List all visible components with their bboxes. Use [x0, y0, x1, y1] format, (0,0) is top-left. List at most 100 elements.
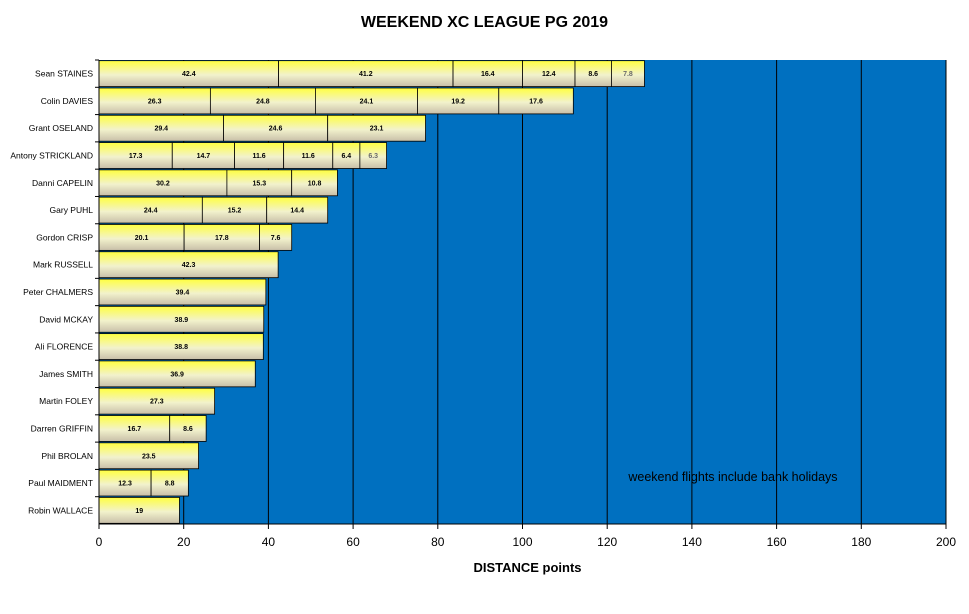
bar-segment	[98, 415, 171, 442]
bar-segment	[259, 224, 293, 251]
bar-segment	[291, 169, 338, 197]
segment-value-label: 41.2	[359, 71, 373, 78]
segment-value-label: 26.3	[148, 98, 162, 105]
pilot-name-label: Mark RUSSELL	[33, 260, 93, 270]
segment-value-label: 14.7	[197, 153, 211, 160]
segment-value-label: 19.2	[451, 98, 465, 105]
segment-value-label: 12.3	[118, 481, 132, 488]
annotation-note: weekend flights include bank holidays	[627, 470, 837, 484]
pilot-name-label: Peter CHALMERS	[23, 287, 93, 297]
bar-segment	[98, 496, 180, 524]
segment-value-label: 7.8	[623, 71, 633, 78]
segment-value-label: 36.9	[170, 371, 184, 378]
pilot-name-label: Ali FLORENCE	[35, 342, 93, 352]
pilot-name-label: Gordon CRISP	[36, 232, 93, 242]
segment-value-label: 24.1	[360, 98, 374, 105]
bar-segment	[98, 251, 279, 279]
bar-segment	[201, 196, 268, 224]
segment-value-label: 8.6	[183, 426, 193, 433]
segment-value-label: 14.4	[290, 208, 304, 215]
bar-segment	[283, 142, 334, 169]
segment-value-label: 23.1	[370, 126, 384, 133]
segment-value-label: 20.1	[135, 235, 149, 242]
bar-segment	[98, 169, 228, 197]
segment-value-label: 11.6	[252, 153, 265, 160]
bar-segment	[98, 387, 216, 415]
segment-value-label: 19	[135, 508, 143, 515]
segment-value-label: 27.3	[150, 399, 164, 406]
x-tick-label: 40	[262, 535, 276, 549]
segment-value-label: 8.8	[165, 481, 175, 488]
x-tick-label: 20	[177, 535, 191, 549]
bar-segment	[327, 114, 426, 142]
bar-segment	[332, 142, 361, 169]
bar-segment	[574, 60, 612, 88]
pilot-labels: Sean STAINES Colin DAVIES Grant OSELAND Ant…	[10, 69, 93, 516]
bar-segment	[98, 278, 267, 306]
bar-segment	[98, 442, 199, 470]
bar-segment	[98, 196, 203, 224]
x-tick-label: 180	[851, 535, 871, 549]
segment-value-label: 17.3	[129, 153, 143, 160]
segment-value-label: 24.4	[144, 208, 158, 215]
segment-value-label: 42.4	[182, 71, 196, 78]
pilot-name-label: Robin WALLACE	[28, 505, 93, 515]
pilot-name-label: David MCKAY	[39, 314, 93, 324]
x-axis: 0 20 40 60 80 100 120 140 160 180 200	[95, 59, 956, 549]
x-tick-label: 120	[597, 535, 617, 549]
bar-segment	[183, 224, 260, 251]
segment-value-label: 42.3	[182, 262, 196, 269]
segment-value-label: 39.4	[176, 290, 190, 297]
bar-segment	[169, 415, 207, 442]
x-tick-label: 80	[431, 535, 445, 549]
segment-value-label: 38.9	[175, 317, 189, 324]
bar-segment	[359, 142, 387, 169]
segment-value-label: 6.4	[341, 153, 351, 160]
chart-title: WEEKEND XC LEAGUE PG 2019	[360, 14, 609, 31]
bar-segment	[498, 87, 574, 115]
bar-segment	[209, 87, 316, 115]
pilot-name-label: Colin DAVIES	[41, 96, 94, 106]
segment-value-label: 11.6	[302, 153, 315, 160]
bar-segment	[98, 87, 211, 115]
pilot-name-label: Darren GRIFFIN	[31, 423, 93, 433]
bar-segment	[522, 60, 576, 88]
bar-segment	[98, 333, 264, 360]
segment-value-label: 16.4	[481, 71, 495, 78]
pilot-name-label: Gary PUHL	[50, 205, 94, 215]
segment-value-label: 8.6	[588, 71, 598, 78]
x-tick-label: 160	[767, 535, 787, 549]
pilot-name-label: Grant OSELAND	[29, 123, 93, 133]
bar-segment	[266, 196, 329, 224]
pilot-name-label: Sean STAINES	[35, 69, 93, 79]
segment-value-label: 29.4	[154, 126, 168, 133]
pilot-name-label: Martin FOLEY	[39, 396, 93, 406]
bar-segment	[234, 142, 285, 169]
bar-segment	[98, 114, 224, 142]
x-axis-title: DISTANCE points	[473, 560, 581, 575]
pilot-name-label: Danni CAPELIN	[32, 178, 93, 188]
x-tick-label: 200	[936, 535, 956, 549]
x-tick-label: 140	[682, 535, 702, 549]
segment-value-label: 23.5	[142, 453, 156, 460]
pilot-name-label: Phil BROLAN	[42, 451, 94, 461]
bar-segment	[611, 60, 645, 88]
segment-value-label: 12.4	[542, 71, 556, 78]
segment-value-label: 15.2	[228, 208, 242, 215]
x-tick-label: 100	[512, 535, 532, 549]
x-tick-label: 60	[346, 535, 360, 549]
segment-value-label: 30.2	[156, 180, 170, 187]
segment-value-label: 17.8	[215, 235, 229, 242]
bar-segment	[315, 87, 418, 115]
bar-segment	[171, 142, 235, 169]
bar-segment	[98, 224, 185, 251]
bar-segment	[98, 305, 265, 333]
x-tick-label: 0	[96, 535, 103, 549]
pilot-name-label: Antony STRICKLAND	[10, 151, 93, 161]
bar-segment	[223, 114, 329, 142]
segment-value-label: 24.6	[269, 126, 283, 133]
segment-value-label: 24.8	[256, 98, 270, 105]
segment-value-label: 10.8	[308, 180, 322, 187]
bar-segment	[452, 60, 523, 88]
